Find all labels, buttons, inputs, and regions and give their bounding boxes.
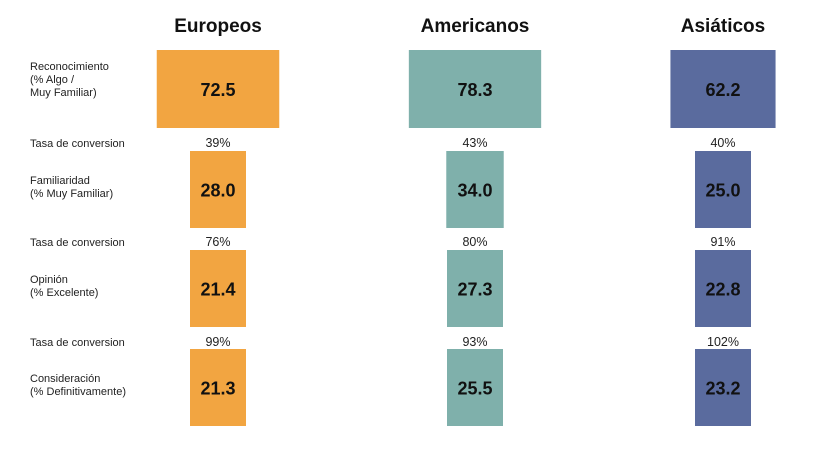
funnel-bar [190,349,246,426]
stage-label: Muy Familiar) [30,87,97,99]
bar-value-label: 27.3 [457,280,492,300]
conversion-rate-value: 91% [710,235,735,249]
bar-value-label: 21.4 [200,280,235,300]
bar-value-label: 34.0 [457,181,492,201]
bar-value-label: 28.0 [200,181,235,201]
funnel-bar [447,250,503,327]
conversion-rate-value: 80% [462,235,487,249]
funnel-bar [695,349,751,426]
bar-value-label: 25.0 [705,181,740,201]
region-header: Asiáticos [681,16,765,37]
funnel-bar [190,151,246,228]
stage-label: Familiaridad [30,175,90,187]
stage-label: (% Excelente) [30,287,98,299]
bar-value-label: 78.3 [457,80,492,100]
region-header: Europeos [174,16,262,37]
conversion-rate-value: 99% [205,335,230,349]
stage-label: (% Muy Familiar) [30,188,113,200]
bar-value-label: 23.2 [705,379,740,399]
conversion-label: Tasa de conversion [30,237,125,249]
conversion-rate-value: 43% [462,136,487,150]
stage-label: (% Algo / [30,74,75,86]
bar-value-label: 72.5 [200,80,235,100]
funnel-bar [695,151,751,228]
stage-label: Consideración [30,373,100,385]
funnel-bar [190,250,246,327]
conversion-rate-value: 102% [707,335,739,349]
bar-value-label: 22.8 [705,280,740,300]
bar-value-label: 25.5 [457,379,492,399]
conversion-rate-value: 39% [205,136,230,150]
stage-label: Opinión [30,274,68,286]
funnel-bar [446,151,504,228]
stage-label: (% Definitivamente) [30,386,126,398]
stage-label: Reconocimiento [30,61,109,73]
conversion-label: Tasa de conversion [30,138,125,150]
funnel-bar [156,50,280,128]
conversion-rate-value: 40% [710,136,735,150]
conversion-label: Tasa de conversion [30,337,125,349]
funnel-bar [670,50,776,128]
bar-value-label: 21.3 [200,379,235,399]
funnel-bar [695,250,751,327]
funnel-bar [447,349,503,426]
region-header: Americanos [421,16,530,37]
bar-value-label: 62.2 [705,80,740,100]
conversion-rate-value: 93% [462,335,487,349]
conversion-rate-value: 76% [205,235,230,249]
funnel-bar [408,50,542,128]
